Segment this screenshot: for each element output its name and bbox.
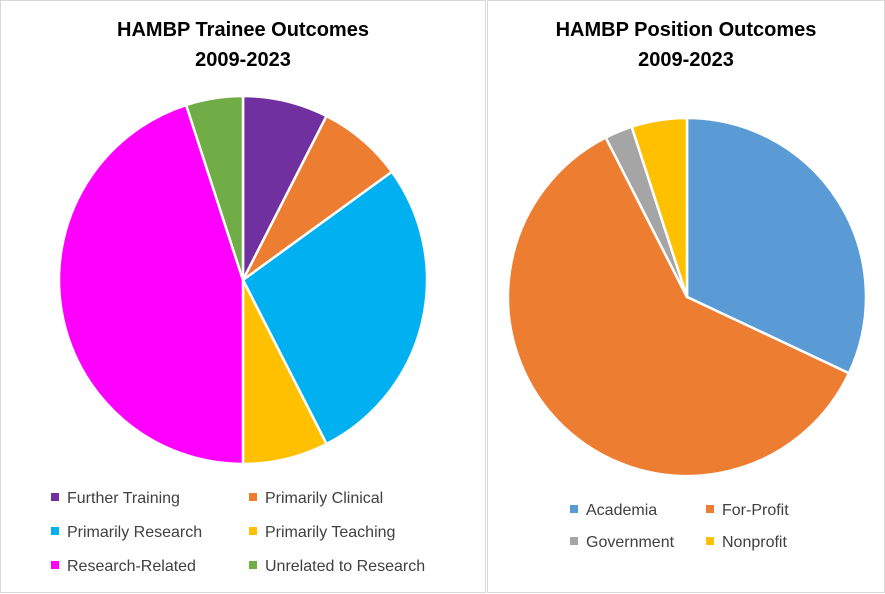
trainee-outcomes-pie [57,94,429,466]
pie-slice-nonprofit [630,116,689,299]
legend-swatch [570,536,578,545]
legend-item-primarily-teaching: Primarily Teaching [249,523,395,543]
legend-swatch [249,560,257,569]
legend-swatch [706,504,714,513]
trainee-outcomes-chart: HAMBP Trainee Outcomes 2009-2023 Further… [0,0,486,593]
legend-item-unrelated-to-research: Unrelated to Research [249,557,425,577]
position-outcomes-pie [506,116,868,478]
legend-item-further-training: Further Training [51,489,180,509]
legend-label: Primarily Research [67,524,203,541]
chart-title: HAMBP Trainee Outcomes 2009-2023 [1,15,485,75]
legend-label: Primarily Teaching [265,524,396,541]
chart-title-line-1: HAMBP Trainee Outcomes [117,19,369,41]
position-outcomes-chart: HAMBP Position Outcomes 2009-2023 Academ… [487,0,885,593]
chart-title-line-2: 2009-2023 [195,49,291,71]
legend-label: For-Profit [722,502,789,519]
legend-item-for-profit: For-Profit [706,501,789,521]
pie-slice-primarily-research [241,170,429,446]
legend-swatch [51,526,59,535]
legend-label: Primarily Clinical [265,490,384,507]
legend-swatch [249,526,257,535]
legend-swatch [570,504,578,513]
legend-item-nonprofit: Nonprofit [706,533,787,553]
chart-title: HAMBP Position Outcomes 2009-2023 [488,15,884,75]
legend-item-primarily-clinical: Primarily Clinical [249,489,383,509]
legend-item-academia: Academia [570,501,657,521]
pie-slice-academia [685,116,868,375]
legend-item-government: Government [570,533,674,553]
legend-item-research-related: Research-Related [51,557,196,577]
pie-slice-unrelated-to-research [184,94,245,282]
chart-title-line-2: 2009-2023 [638,49,734,71]
legend-swatch [51,492,59,501]
legend-swatch [51,560,59,569]
legend-label: Government [586,534,675,551]
legend-label: Research-Related [67,558,196,575]
legend-item-primarily-research: Primarily Research [51,523,202,543]
legend-label: Unrelated to Research [265,558,426,575]
chart-title-line-1: HAMBP Position Outcomes [555,19,817,41]
legend-swatch [706,536,714,545]
legend-label: Nonprofit [722,534,787,551]
legend-swatch [249,492,257,501]
pie-slice-research-related [57,103,245,466]
legend-label: Further Training [67,490,180,507]
legend-label: Academia [586,502,658,519]
pie-slice-for-profit [506,136,851,478]
